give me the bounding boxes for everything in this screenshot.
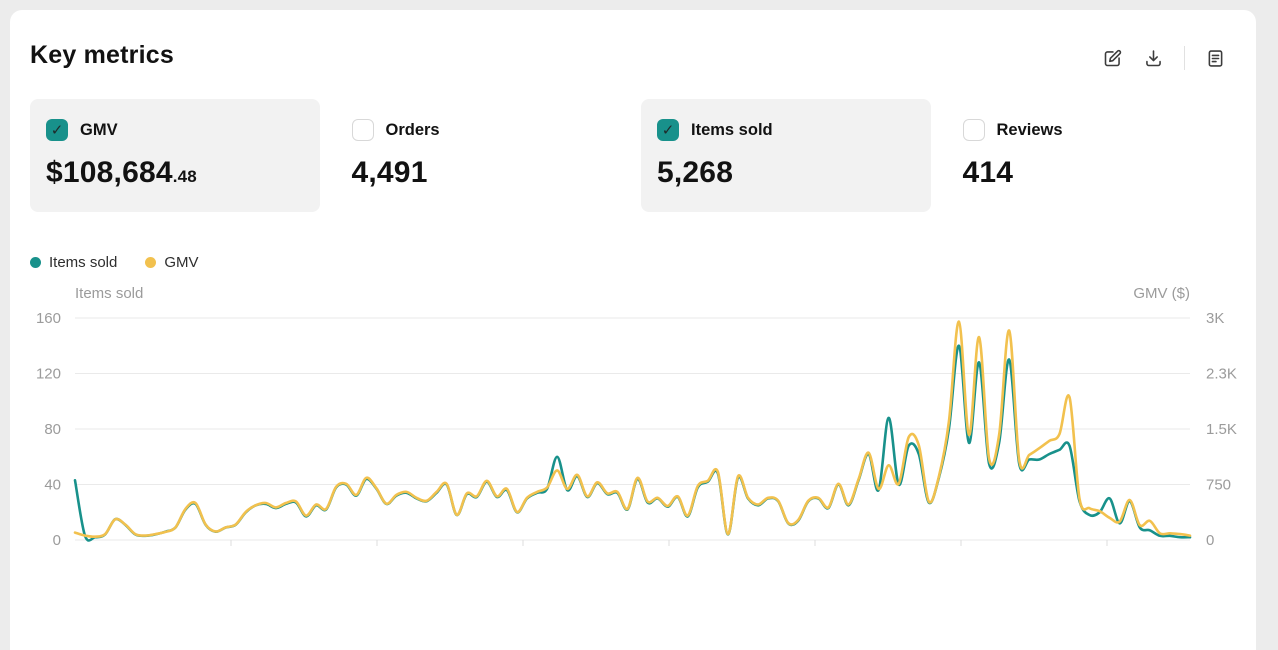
left-axis-tick: 120 (36, 366, 61, 383)
checkmark-icon: ✓ (661, 121, 675, 139)
left-axis-title: Items sold (75, 285, 143, 302)
left-axis-tick: 80 (44, 421, 61, 438)
right-axis-tick: 0 (1206, 532, 1214, 549)
toolbar (1102, 46, 1226, 70)
legend-label: GMV (164, 254, 199, 271)
chart-legend: Items sold GMV (30, 254, 199, 271)
gmv-dot-icon (145, 257, 157, 268)
download-icon[interactable] (1143, 48, 1164, 69)
right-axis-tick: 2.3K (1206, 366, 1237, 383)
report-icon[interactable] (1205, 48, 1226, 69)
key-metrics-panel: Key metrics (10, 10, 1256, 650)
metrics-row: ✓ GMV $108,684.48 ✓ Orders 4,491 ✓ Items… (30, 99, 1236, 212)
edit-icon[interactable] (1102, 48, 1123, 69)
metrics-line-chart[interactable]: 0 0 40 750 80 1.5K 120 2.3K 160 3K Items sold GMV (… (10, 283, 1256, 553)
legend-item-items-sold[interactable]: Items sold (30, 254, 117, 271)
metric-card-gmv[interactable]: ✓ GMV $108,684.48 (30, 99, 320, 212)
metric-value: 4,491 (351, 156, 428, 189)
items-sold-checkbox[interactable]: ✓ (657, 119, 679, 141)
metric-card-items-sold[interactable]: ✓ Items sold 5,268 (641, 99, 931, 212)
right-axis-tick: 750 (1206, 477, 1231, 494)
items-sold-line (73, 344, 1192, 542)
left-axis-tick: 160 (36, 310, 61, 327)
left-axis-tick: 40 (44, 477, 61, 494)
legend-item-gmv[interactable]: GMV (145, 254, 199, 271)
metric-label: GMV (80, 120, 118, 139)
gmv-checkbox[interactable]: ✓ (46, 119, 68, 141)
items-sold-dot-icon (30, 257, 41, 268)
orders-checkbox[interactable]: ✓ (351, 119, 374, 141)
metric-label: Items sold (691, 120, 773, 139)
gmv-line (73, 320, 1192, 539)
right-axis-title: GMV ($) (1133, 285, 1190, 302)
right-axis-tick: 3K (1206, 310, 1224, 327)
metric-value: 414 (962, 156, 1014, 189)
metric-label: Orders (385, 120, 440, 139)
page-title: Key metrics (30, 41, 174, 69)
metric-card-reviews[interactable]: ✓ Reviews 414 (947, 99, 1237, 212)
left-axis-tick: 0 (53, 532, 61, 549)
metric-value: $108,684.48 (46, 156, 197, 189)
right-axis-tick: 1.5K (1206, 421, 1237, 438)
toolbar-divider (1184, 46, 1185, 70)
metric-card-orders[interactable]: ✓ Orders 4,491 (336, 99, 626, 212)
metric-value: 5,268 (657, 156, 734, 189)
reviews-checkbox[interactable]: ✓ (962, 119, 985, 141)
metric-label: Reviews (996, 120, 1063, 139)
checkmark-icon: ✓ (50, 121, 64, 139)
legend-label: Items sold (49, 254, 118, 271)
